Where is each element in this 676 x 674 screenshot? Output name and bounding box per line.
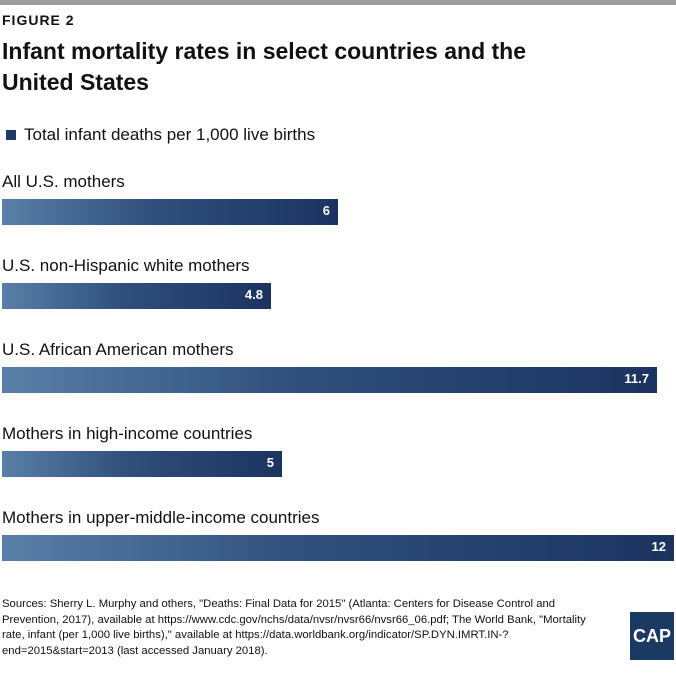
bar-value-label: 12	[651, 539, 666, 554]
top-rule	[0, 0, 676, 5]
bar-value-label: 6	[322, 203, 330, 218]
chart-title: Infant mortality rates in select countri…	[2, 38, 527, 95]
bar: 6	[2, 199, 338, 225]
sources-note: Sources: Sherry L. Murphy and others, "D…	[2, 598, 586, 657]
legend-label: Total infant deaths per 1,000 live birth…	[24, 125, 316, 144]
legend: Total infant deaths per 1,000 live birth…	[6, 125, 315, 145]
category-label: U.S. non-Hispanic white mothers	[2, 256, 250, 275]
category-label: All U.S. mothers	[2, 172, 125, 191]
bar-value-label: 4.8	[244, 287, 263, 302]
bar: 11.7	[2, 367, 657, 393]
category-label: Mothers in upper-middle-income countries	[2, 508, 320, 527]
legend-swatch	[6, 130, 16, 140]
bar-value-label: 5	[266, 455, 274, 470]
category-label: Mothers in high-income countries	[2, 424, 253, 443]
figure-label: FIGURE 2	[2, 12, 75, 28]
category-label: U.S. African American mothers	[2, 340, 234, 359]
bar: 5	[2, 451, 282, 477]
bar-value-label: 11.7	[624, 371, 649, 386]
bar-chart: All U.S. mothers 6 U.S. non-Hispanic white…	[0, 160, 676, 570]
bar: 12	[2, 535, 674, 561]
bar: 4.8	[2, 283, 271, 309]
cap-logo: CAP	[630, 612, 674, 660]
